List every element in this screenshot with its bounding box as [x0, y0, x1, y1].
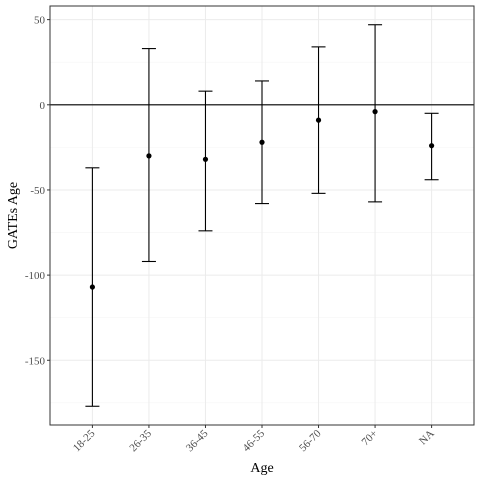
x-axis-ticks: 18-25 26-35 36-45 46-55 56-70 70+ NA: [71, 425, 437, 454]
y-tick-label: 50: [34, 15, 46, 27]
point-estimates: [89, 109, 435, 290]
y-tick-label: 0: [40, 100, 46, 112]
x-tick-label: 36-45: [184, 427, 211, 454]
x-tick-label: 46-55: [240, 427, 267, 454]
data-point: [146, 153, 152, 159]
data-point: [259, 139, 265, 145]
x-tick-label: 18-25: [71, 427, 98, 454]
data-point: [429, 143, 435, 149]
data-point: [315, 117, 322, 123]
y-axis-title: GATEs Age: [6, 182, 21, 249]
major-gridlines: [50, 6, 474, 425]
data-point: [89, 284, 95, 290]
data-point: [372, 109, 378, 115]
y-tick-label: -150: [25, 355, 46, 367]
y-tick-label: -50: [30, 185, 45, 197]
x-tick-label: NA: [417, 428, 437, 448]
x-tick-label: 56-70: [297, 427, 324, 454]
y-axis-ticks: 50 0 -50 -100 -150: [25, 15, 50, 367]
y-tick-label: -100: [25, 270, 46, 282]
x-tick-label: 26-35: [127, 427, 154, 454]
x-axis-title: Age: [250, 461, 273, 476]
x-tick-label: 70+: [360, 428, 381, 449]
data-point: [202, 156, 209, 162]
